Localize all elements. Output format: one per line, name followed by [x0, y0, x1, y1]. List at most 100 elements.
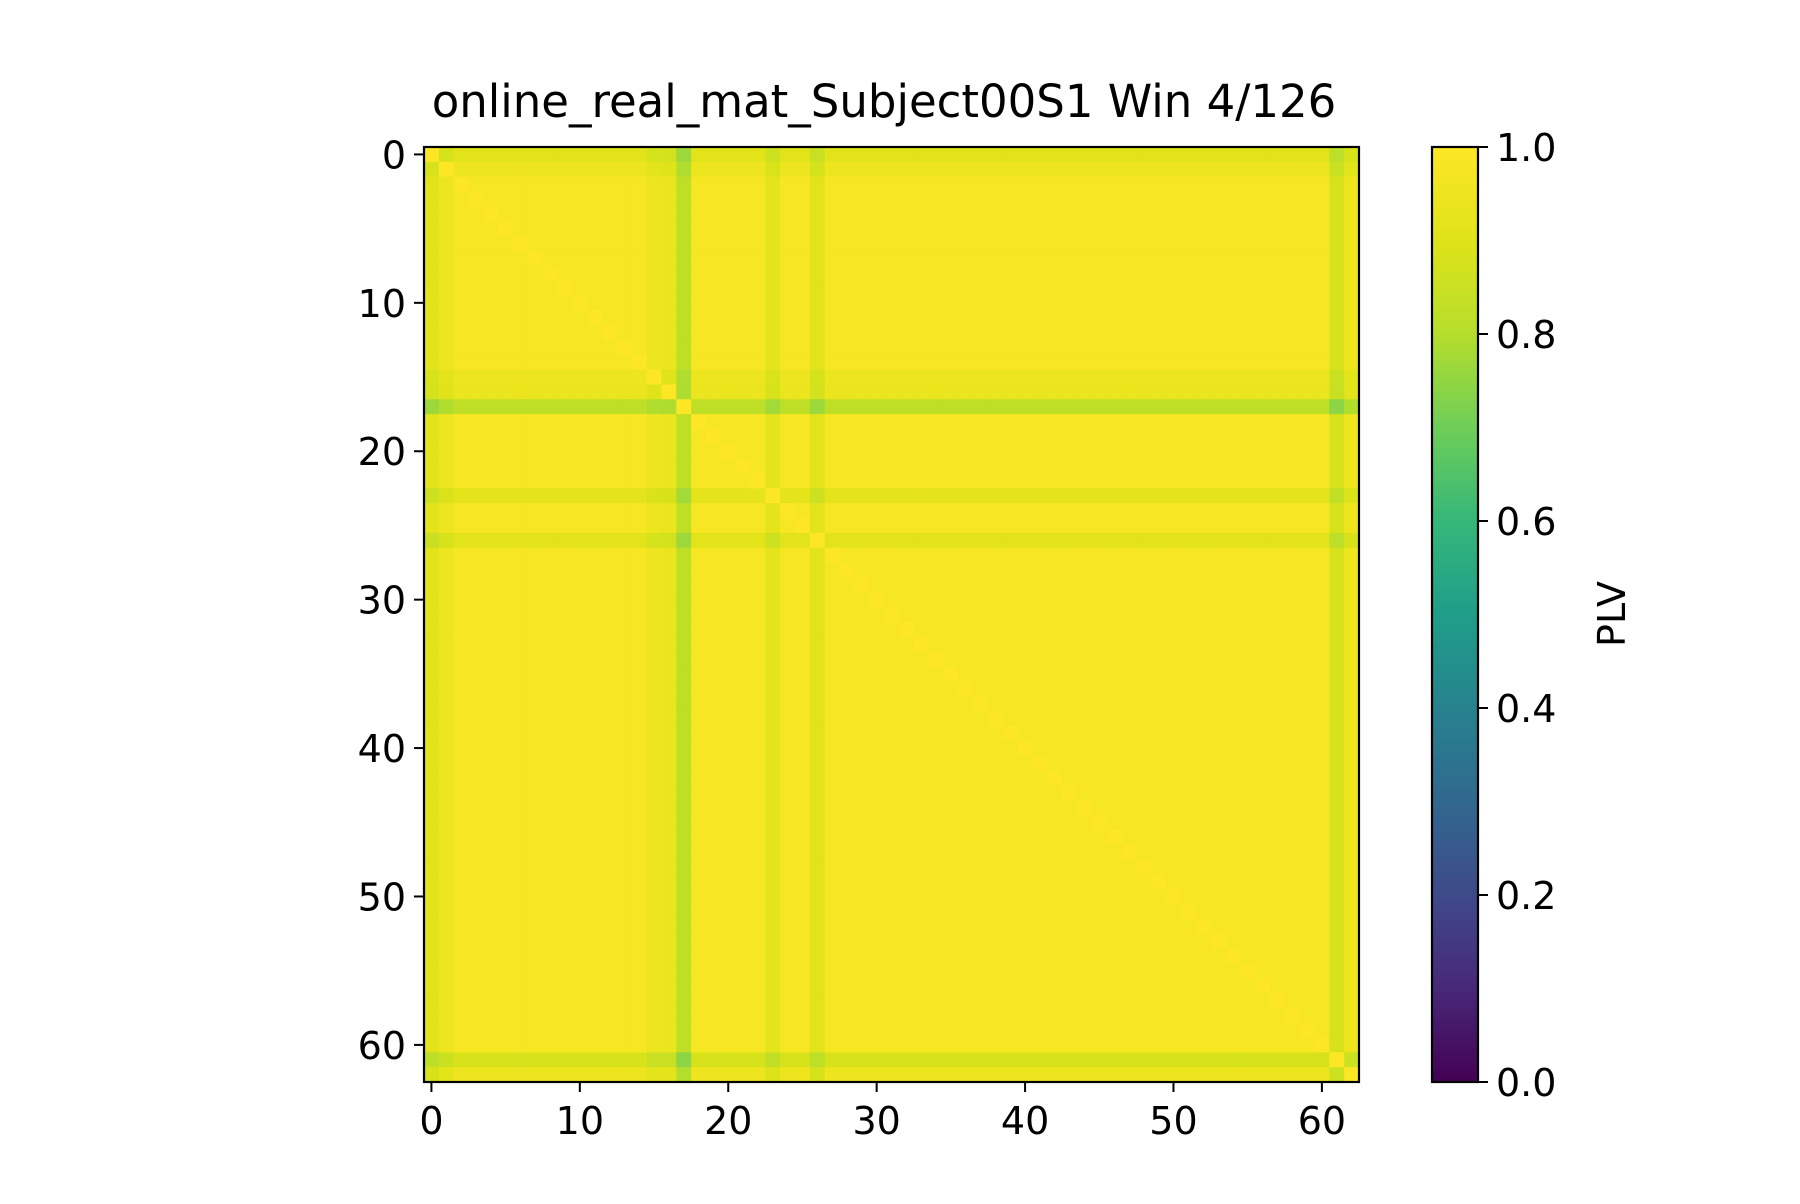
heatmap-cell: [824, 236, 841, 252]
heatmap-cell: [958, 1022, 974, 1039]
heatmap-cell: [913, 325, 930, 341]
heatmap-cell: [1329, 963, 1345, 979]
heatmap-cell: [542, 607, 559, 623]
heatmap-cell: [1284, 265, 1301, 282]
heatmap-cell: [824, 310, 841, 326]
heatmap-cell: [1136, 280, 1152, 297]
heatmap-cell: [557, 903, 574, 920]
heatmap-cell: [1166, 369, 1182, 386]
heatmap-cell: [765, 191, 781, 207]
heatmap-cell: [498, 636, 514, 653]
heatmap-cell: [1166, 547, 1182, 564]
heatmap-cell: [720, 859, 737, 875]
heatmap-cell: [1344, 191, 1360, 207]
heatmap-cell: [468, 458, 484, 475]
heatmap-cell: [453, 696, 470, 712]
heatmap-cell: [1299, 710, 1316, 727]
heatmap-cell: [1121, 874, 1137, 890]
heatmap-cell: [438, 369, 455, 386]
heatmap-cell: [691, 221, 707, 237]
heatmap-cell: [1017, 414, 1034, 430]
heatmap-cell: [913, 265, 930, 282]
heatmap-cell: [809, 414, 826, 430]
heatmap-cell: [1269, 1007, 1286, 1024]
heatmap-cell: [913, 710, 930, 727]
heatmap-cell: [557, 414, 574, 430]
heatmap-cell: [854, 221, 870, 237]
heatmap-cell: [839, 221, 855, 237]
heatmap-cell: [795, 874, 811, 890]
heatmap-cell: [898, 176, 915, 193]
heatmap-cell: [1329, 414, 1345, 430]
heatmap-cell: [1047, 770, 1063, 786]
heatmap-cell: [542, 221, 559, 237]
heatmap-cell: [839, 1022, 855, 1039]
heatmap-cell: [869, 503, 885, 519]
heatmap-cell: [1299, 740, 1316, 757]
heatmap-cell: [513, 384, 529, 400]
heatmap-cell: [854, 696, 870, 712]
heatmap-cell: [795, 518, 811, 534]
heatmap-cell: [1299, 518, 1316, 534]
heatmap-cell: [646, 1007, 663, 1024]
heatmap-cell: [839, 310, 855, 326]
heatmap-cell: [928, 414, 945, 430]
heatmap-cell: [884, 176, 900, 193]
heatmap-cell: [869, 147, 885, 163]
heatmap-cell: [453, 354, 470, 371]
heatmap-cell: [1329, 681, 1345, 697]
heatmap-cell: [1240, 458, 1256, 475]
heatmap-cell: [809, 428, 826, 445]
heatmap-cell: [973, 221, 989, 237]
heatmap-cell: [1284, 770, 1301, 786]
heatmap-cell: [765, 785, 781, 801]
heatmap-cell: [1062, 592, 1078, 608]
heatmap-cell: [869, 651, 885, 668]
heatmap-cell: [438, 547, 455, 564]
heatmap-cell: [1091, 814, 1108, 831]
heatmap-cell: [616, 710, 633, 727]
heatmap-cell: [750, 1037, 766, 1053]
heatmap-cell: [498, 978, 514, 994]
heatmap-cell: [854, 577, 870, 593]
heatmap-cell: [1225, 443, 1241, 460]
heatmap-cell: [1077, 473, 1093, 489]
heatmap-cell: [661, 681, 677, 697]
heatmap-cell: [542, 1037, 559, 1053]
heatmap-cell: [958, 607, 974, 623]
x-tick-label: 60: [1298, 1099, 1346, 1143]
heatmap-cell: [1151, 473, 1167, 489]
heatmap-cell: [513, 829, 529, 846]
heatmap-cell: [1314, 310, 1330, 326]
heatmap-cell: [1002, 681, 1019, 697]
heatmap-cell: [1047, 310, 1063, 326]
heatmap-cell: [1032, 592, 1048, 608]
heatmap-cell: [1047, 740, 1063, 757]
heatmap-cell: [1240, 206, 1256, 222]
heatmap-cell: [765, 280, 781, 297]
heatmap-cell: [1121, 265, 1137, 282]
heatmap-cell: [1077, 503, 1093, 519]
heatmap-cell: [1329, 829, 1345, 846]
heatmap-cell: [1255, 176, 1271, 193]
heatmap-cell: [735, 621, 752, 638]
heatmap-cell: [884, 562, 900, 578]
heatmap-cell: [1284, 399, 1301, 415]
heatmap-cell: [750, 532, 766, 549]
heatmap-cell: [691, 666, 707, 682]
heatmap-cell: [1002, 592, 1019, 608]
heatmap-cell: [928, 236, 945, 252]
heatmap-cell: [1299, 161, 1316, 178]
heatmap-cell: [943, 933, 959, 950]
heatmap-cell: [1284, 161, 1301, 178]
heatmap-cell: [661, 428, 677, 445]
heatmap-cell: [780, 696, 796, 712]
heatmap-cell: [646, 636, 663, 653]
heatmap-cell: [468, 280, 484, 297]
heatmap-cell: [1240, 681, 1256, 697]
heatmap-cell: [1017, 918, 1034, 935]
heatmap-cell: [884, 547, 900, 564]
heatmap-cell: [884, 354, 900, 371]
heatmap-cell: [1269, 547, 1286, 564]
heatmap-cell: [1284, 800, 1301, 816]
